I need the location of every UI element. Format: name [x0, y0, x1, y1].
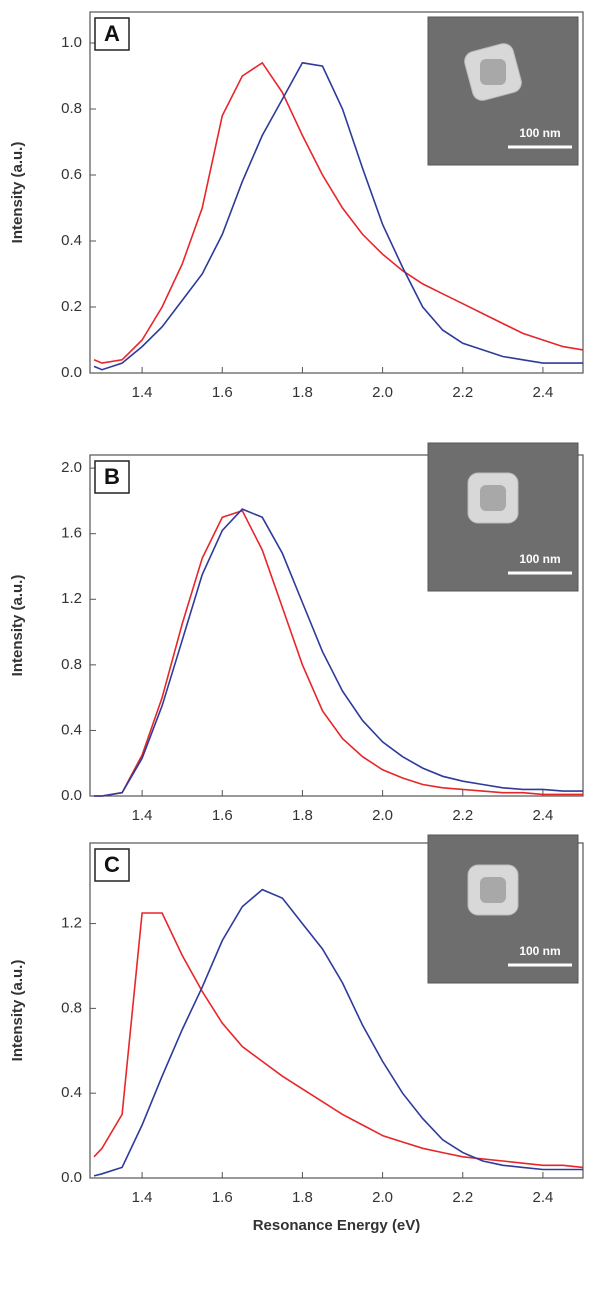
y-tick-label: 1.2: [61, 915, 82, 932]
y-tick-label: 1.0: [61, 34, 82, 51]
series-line: [93, 61, 583, 371]
y-tick-label: 0.2: [61, 298, 82, 315]
plot-frame: [89, 454, 584, 797]
x-tick-label: 2.2: [452, 384, 473, 401]
y-axis-label: Intensity (a.u.): [9, 142, 26, 244]
x-tick-label: 2.4: [532, 384, 553, 401]
y-tick-label: 0.6: [61, 166, 82, 183]
panel-label: A: [104, 21, 120, 46]
x-tick-label: 1.6: [212, 384, 233, 401]
y-tick-label: 2.0: [61, 459, 82, 476]
x-tick-label: 1.8: [292, 807, 313, 824]
plot-frame: [89, 11, 584, 374]
y-tick-label: 0.8: [61, 999, 82, 1016]
inset-core: [480, 59, 506, 85]
series-line: [93, 888, 583, 1177]
x-tick-label: 1.6: [212, 807, 233, 824]
y-tick-label: 1.6: [61, 525, 82, 542]
series-line: [94, 508, 583, 797]
x-tick-label: 2.4: [532, 807, 553, 824]
series-line: [93, 61, 584, 364]
inset-scale-label: 100 nm: [519, 552, 560, 566]
x-tick-label: 1.4: [132, 807, 153, 824]
y-axis-label: Intensity (a.u.): [9, 960, 26, 1062]
y-tick-label: 0.8: [61, 656, 82, 673]
x-tick-label: 2.4: [532, 1189, 553, 1206]
y-tick-label: 0.4: [61, 721, 82, 738]
y-tick-label: 0.4: [61, 1084, 82, 1101]
inset-scale-label: 100 nm: [519, 126, 560, 140]
x-tick-label: 1.4: [132, 384, 153, 401]
x-tick-label: 2.0: [372, 807, 393, 824]
panel-label: B: [104, 464, 120, 489]
y-tick-label: 0.0: [61, 1169, 82, 1186]
x-tick-label: 1.6: [212, 1189, 233, 1206]
y-tick-label: 0.0: [61, 364, 82, 381]
panel-label: C: [104, 852, 120, 877]
y-tick-label: 0.8: [61, 100, 82, 117]
inset-core: [480, 877, 506, 903]
x-tick-label: 2.2: [452, 807, 473, 824]
y-tick-label: 1.2: [61, 590, 82, 607]
inset-scale-label: 100 nm: [519, 944, 560, 958]
series-line: [94, 509, 583, 797]
x-tick-label: 1.8: [292, 1189, 313, 1206]
x-tick-label: 2.0: [372, 384, 393, 401]
panel-label-box: [94, 848, 130, 882]
inset-core: [480, 485, 506, 511]
x-tick-label: 1.4: [132, 1189, 153, 1206]
y-axis-label: Intensity (a.u.): [9, 575, 26, 677]
x-tick-label: 2.0: [372, 1189, 393, 1206]
x-axis-label: Resonance Energy (eV): [253, 1217, 421, 1234]
panel-label-box: [94, 460, 130, 494]
series-line: [93, 912, 584, 1169]
y-tick-label: 0.0: [61, 787, 82, 804]
y-tick-label: 0.4: [61, 232, 82, 249]
x-tick-label: 1.8: [292, 384, 313, 401]
panel-label-box: [94, 17, 130, 51]
x-tick-label: 2.2: [452, 1189, 473, 1206]
plot-frame: [89, 842, 584, 1179]
